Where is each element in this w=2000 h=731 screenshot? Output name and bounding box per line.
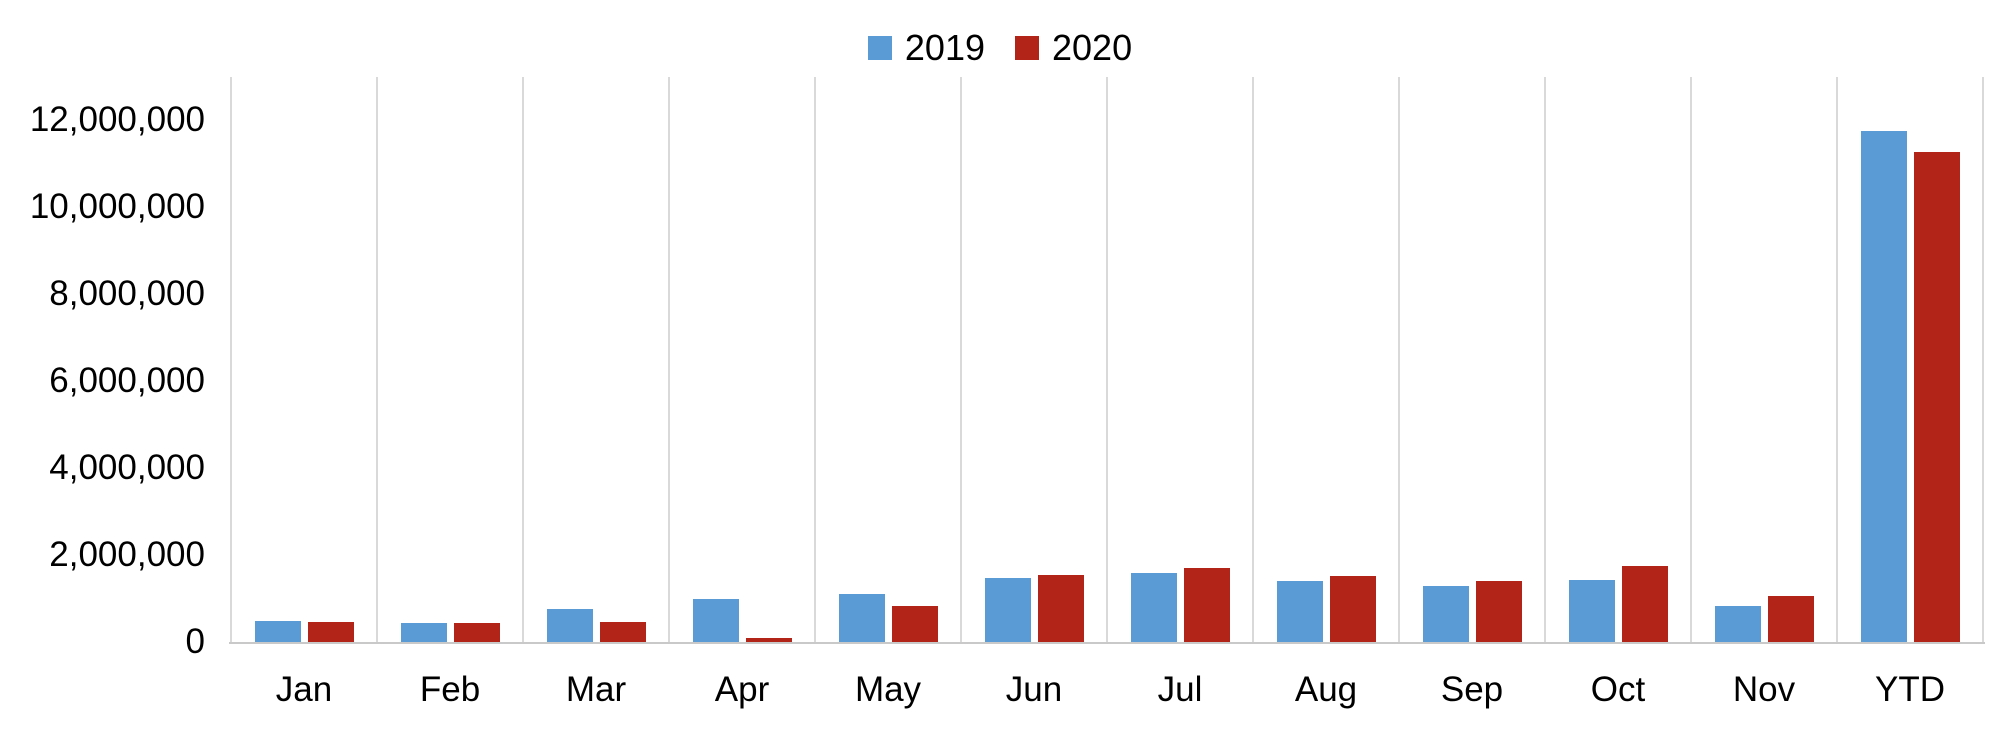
legend-label-2019: 2019 <box>904 27 985 68</box>
bar-2019-nov <box>1715 606 1761 642</box>
plot-gridline <box>668 77 670 642</box>
plot-gridline <box>1106 77 1108 642</box>
x-tick-label-jun: Jun <box>1005 670 1063 709</box>
plot-gridline <box>960 77 962 642</box>
y-tick-label: 8,000,000 <box>49 274 205 314</box>
x-tick-label-jan: Jan <box>275 670 333 709</box>
x-tick-label-nov: Nov <box>1732 670 1796 709</box>
plot-gridline <box>1544 77 1546 642</box>
plot-gridline <box>376 77 378 642</box>
bar-2020-sep <box>1476 581 1522 642</box>
bar-2020-jan <box>308 622 354 642</box>
bar-2020-feb <box>454 623 500 642</box>
x-tick-label-may: May <box>854 670 922 709</box>
plot-gridline <box>522 77 524 642</box>
bar-2020-jul <box>1184 568 1230 642</box>
y-tick-label: 12,000,000 <box>29 100 205 140</box>
legend-item-2020: 2020 <box>1015 30 1132 66</box>
legend-item-2019: 2019 <box>867 27 985 68</box>
bar-2020-ytd <box>1914 152 1960 642</box>
plot-gridline <box>1398 77 1400 642</box>
legend-swatch-2019-icon <box>867 36 892 60</box>
bar-2019-mar <box>547 609 593 642</box>
chart-legend: 2019 2020 <box>0 30 2000 66</box>
x-tick-label-sep: Sep <box>1440 670 1504 709</box>
x-tick-label-oct: Oct <box>1590 670 1646 709</box>
x-tick-label-aug: Aug <box>1294 670 1358 709</box>
bar-2019-feb <box>401 623 447 642</box>
bar-2020-apr <box>746 638 792 642</box>
bar-2019-oct <box>1569 580 1615 642</box>
legend-label-2020: 2020 <box>1052 27 1133 68</box>
x-tick-label-apr: Apr <box>714 670 770 709</box>
bar-2019-ytd <box>1861 131 1907 642</box>
y-tick-label: 2,000,000 <box>49 535 205 575</box>
bar-2019-apr <box>693 599 739 642</box>
plot-gridline <box>230 77 232 642</box>
legend-swatch-2020-icon <box>1015 36 1039 60</box>
y-tick-label: 4,000,000 <box>49 448 205 488</box>
bar-2019-jun <box>985 578 1031 642</box>
bar-2020-aug <box>1330 576 1376 642</box>
bar-2020-mar <box>600 622 646 642</box>
x-axis-line <box>229 642 1985 644</box>
x-tick-label-jul: Jul <box>1157 670 1203 709</box>
bar-2020-oct <box>1622 566 1668 642</box>
bar-2019-may <box>839 594 885 642</box>
plot-gridline <box>814 77 816 642</box>
bar-2020-nov <box>1768 596 1814 642</box>
y-tick-label: 0 <box>185 622 205 661</box>
bar-2020-jun <box>1038 575 1084 642</box>
plot-gridline <box>1252 77 1254 642</box>
y-tick-label: 6,000,000 <box>49 361 205 401</box>
bar-2019-jan <box>255 621 301 642</box>
bar-2019-jul <box>1131 573 1177 642</box>
plot-gridline <box>1982 77 1984 642</box>
x-tick-label-ytd: YTD <box>1875 670 1945 709</box>
plot-gridline <box>1690 77 1692 642</box>
bar-2019-aug <box>1277 581 1323 642</box>
x-tick-label-feb: Feb <box>419 670 481 709</box>
bar-2020-may <box>892 606 938 642</box>
bar-2019-sep <box>1423 586 1469 642</box>
plot-gridline <box>1836 77 1838 642</box>
y-tick-label: 10,000,000 <box>29 187 205 227</box>
x-tick-label-mar: Mar <box>565 670 627 709</box>
